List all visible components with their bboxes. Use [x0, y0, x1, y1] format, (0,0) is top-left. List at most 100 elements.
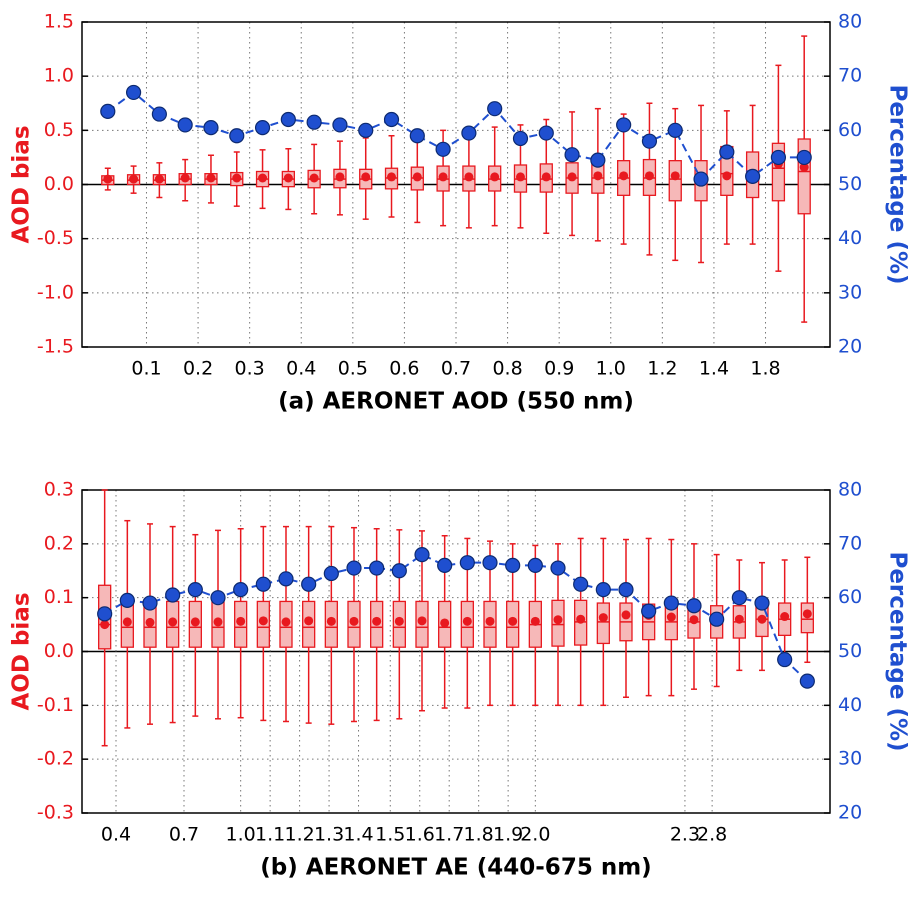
mean-dot: [180, 173, 190, 183]
box-group: [302, 525, 316, 724]
percentage-point: [709, 611, 725, 627]
mean-dot: [541, 172, 551, 182]
percentage-point: [799, 673, 815, 689]
mean-dot: [326, 616, 336, 626]
x-tick-label: 0.8: [492, 358, 522, 380]
percentage-point: [383, 111, 400, 128]
x-tick-label: 1.4: [699, 358, 729, 380]
y-tick-label: -0.1: [37, 694, 74, 716]
percentage-point: [233, 581, 249, 598]
percentage-point: [719, 144, 735, 160]
y2-tick-label: 70: [838, 65, 862, 87]
box-group: [591, 107, 605, 242]
mean-dot: [515, 172, 525, 182]
mean-dot: [387, 172, 397, 182]
mean-dot: [438, 172, 448, 182]
percentage-point: [278, 571, 294, 587]
x-tick-label: 1.1: [255, 824, 285, 846]
box-group: [279, 525, 293, 723]
percentage-point: [770, 149, 787, 166]
y-tick-label: -1.0: [37, 281, 74, 303]
percentage-point: [754, 595, 770, 611]
mean-dot: [417, 616, 427, 626]
x-axis-label: (b) AERONET AE (440-675 nm): [260, 855, 651, 881]
y2-tick-label: 60: [838, 586, 862, 608]
box-group: [234, 528, 248, 719]
mean-dot: [689, 615, 699, 625]
mean-dot: [213, 617, 223, 627]
y2-tick-label: 80: [838, 11, 862, 33]
percentage-point: [125, 84, 142, 101]
percentage-point: [686, 598, 702, 614]
mean-dot: [412, 172, 422, 182]
y-axis-label: AOD bias: [9, 125, 35, 243]
box-group: [188, 533, 202, 717]
y-tick-label: 1.5: [44, 11, 74, 33]
percentage-point: [745, 168, 761, 184]
box-group: [438, 535, 452, 709]
percentage-point: [332, 117, 348, 133]
percentage-point: [796, 149, 812, 166]
percentage-point: [210, 590, 226, 606]
plot-frame: [81, 21, 831, 348]
mean-dot: [129, 174, 139, 184]
percentage-point: [391, 563, 407, 579]
x-tick-label: 0.4: [101, 824, 131, 846]
box-group: [619, 538, 633, 699]
mean-dot: [485, 616, 495, 626]
y-tick-label: -0.2: [37, 748, 74, 770]
box-group: [642, 102, 657, 256]
x-tick-label: 1.9: [493, 824, 523, 846]
mean-dot: [734, 614, 744, 624]
mean-dot: [722, 171, 732, 181]
mean-dot: [619, 171, 629, 181]
y-tick-label: -0.5: [37, 227, 74, 249]
box: [664, 605, 678, 641]
percentage-point: [618, 581, 634, 598]
box-group: [771, 64, 786, 272]
box-group: [596, 537, 610, 707]
box: [668, 160, 682, 202]
percentage-point: [142, 595, 158, 611]
box-group: [460, 537, 474, 709]
box-group: [565, 111, 579, 237]
y-tick-label: 0.1: [44, 586, 74, 608]
percentage-point: [358, 122, 374, 138]
x-axis-label: (a) AERONET AOD (550 nm): [278, 389, 634, 415]
y-tick-label: 0.0: [44, 173, 74, 195]
mean-dot: [670, 171, 680, 181]
box-group: [307, 143, 321, 215]
percentage-point: [777, 651, 793, 668]
mean-dot: [283, 173, 293, 183]
percentage-point: [203, 120, 219, 136]
y2-tick-label: 50: [838, 640, 862, 662]
mean-dot: [232, 173, 242, 183]
x-tick-label: 1.0: [596, 358, 626, 380]
mean-dot: [190, 617, 200, 627]
x-tick-label: 1.7: [434, 824, 464, 846]
y2-axis-label: Percentage (%): [885, 84, 911, 284]
mean-dot: [508, 616, 518, 626]
x-tick-label: 1.6: [405, 824, 435, 846]
mean-dot: [168, 617, 178, 627]
percentage-point: [459, 555, 475, 571]
mean-dot: [598, 613, 608, 623]
x-tick-label: 0.5: [338, 358, 368, 380]
box-group: [483, 540, 497, 707]
percentage-point: [667, 122, 683, 138]
x-tick-label: 0.3: [235, 358, 265, 380]
mean-dot: [103, 174, 113, 184]
percentage-point: [255, 576, 271, 592]
mean-dot: [780, 612, 790, 622]
x-tick-label: 1.8: [750, 358, 780, 380]
percentage-point: [641, 603, 657, 619]
mean-dot: [621, 610, 631, 620]
mean-dot: [154, 174, 164, 184]
box: [596, 602, 610, 645]
box-group: [574, 537, 588, 707]
x-tick-label: 2.3: [670, 824, 700, 846]
x-tick-label: 1.2: [647, 358, 677, 380]
box-group: [617, 113, 631, 245]
mean-dot: [281, 617, 291, 627]
